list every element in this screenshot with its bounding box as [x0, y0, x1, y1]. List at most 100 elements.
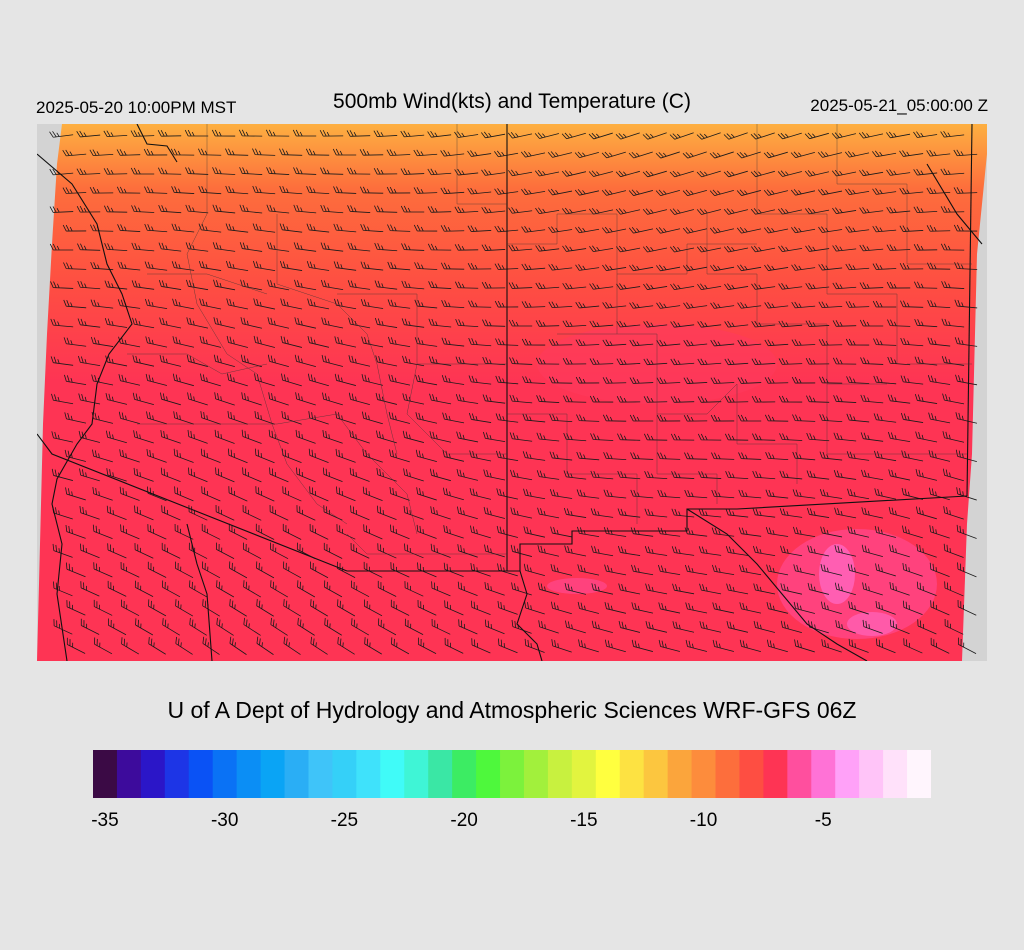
wind-barb	[104, 318, 128, 328]
wind-barb	[737, 302, 762, 309]
wind-barb	[334, 336, 357, 348]
wind-barb	[117, 261, 141, 271]
wind-barb	[334, 373, 356, 386]
wind-barb	[321, 317, 344, 329]
wind-barb	[874, 488, 897, 500]
colorbar-tick-label: -35	[91, 810, 119, 831]
wind-barb	[699, 621, 722, 633]
wind-barb	[225, 185, 249, 195]
wind-barb	[630, 452, 654, 460]
wind-barb	[427, 168, 452, 176]
wind-barb	[133, 467, 154, 482]
wind-barb	[363, 524, 383, 540]
wind-barb	[750, 132, 775, 140]
wind-barb	[198, 185, 222, 195]
colorbar-swatch	[116, 750, 142, 798]
wind-barb	[241, 392, 262, 406]
wind-barb	[269, 504, 289, 521]
wind-barb	[147, 524, 167, 540]
wind-barb	[349, 467, 370, 482]
wind-barb	[51, 468, 73, 481]
wind-barb	[669, 170, 694, 178]
wind-barb	[143, 148, 168, 156]
wind-barb	[658, 602, 681, 614]
wind-barb	[848, 601, 869, 615]
wind-barb	[791, 264, 816, 271]
wind-barb	[833, 395, 857, 403]
wind-barb	[225, 260, 249, 272]
wind-barb	[618, 620, 641, 633]
wind-barb	[861, 469, 884, 481]
wind-barb	[117, 224, 141, 232]
wind-barb	[645, 621, 668, 633]
wind-barb	[53, 619, 73, 635]
wind-barb	[711, 527, 735, 537]
wind-barb	[92, 449, 113, 463]
wind-barb	[131, 242, 155, 252]
wind-barb	[792, 451, 816, 461]
wind-barb	[270, 580, 289, 598]
wind-barb	[158, 279, 182, 290]
wind-barb	[146, 448, 167, 463]
colorbar-swatch	[332, 750, 357, 798]
map-title: 500mb Wind(kts) and Temperature (C)	[333, 90, 691, 113]
wind-barb	[576, 414, 600, 422]
wind-barb	[375, 392, 398, 405]
wind-barb	[188, 467, 208, 483]
wind-barb	[387, 299, 411, 309]
wind-barb	[107, 543, 127, 559]
wind-barb	[296, 542, 316, 559]
wind-barb	[134, 505, 154, 521]
wind-barb	[428, 318, 452, 328]
wind-barb	[917, 619, 937, 635]
wind-barb	[120, 524, 140, 540]
wind-barb	[93, 562, 113, 578]
wind-barb	[536, 395, 560, 403]
wind-barb	[376, 505, 397, 521]
wind-barb	[121, 637, 140, 655]
colorbar-tick-label: -30	[210, 810, 239, 831]
wind-barb	[834, 582, 856, 596]
wind-barb	[147, 561, 167, 578]
wind-barb	[146, 411, 167, 425]
wind-barb	[656, 264, 681, 272]
wind-barb	[940, 168, 965, 176]
wind-barb	[294, 317, 317, 329]
wind-barb	[943, 543, 964, 558]
wind-barb	[416, 487, 437, 501]
wind-barb	[956, 487, 977, 501]
wind-barb	[103, 130, 128, 138]
wind-barb	[49, 206, 74, 213]
wind-barb	[588, 170, 613, 177]
wind-barb	[889, 619, 910, 635]
wind-barb	[550, 601, 572, 615]
wind-barb	[711, 489, 735, 499]
wind-barb	[187, 392, 208, 406]
wind-barb	[389, 449, 410, 463]
wind-barb	[494, 300, 519, 308]
wind-barb	[831, 169, 857, 177]
wind-barb	[563, 395, 587, 403]
wind-barb	[415, 449, 437, 463]
wind-barb	[710, 264, 735, 272]
wind-barb	[226, 298, 249, 310]
wind-barb	[601, 189, 627, 196]
wind-barb	[791, 376, 816, 384]
wind-barb	[575, 264, 600, 271]
wind-barb	[376, 468, 397, 482]
wind-barb	[417, 637, 437, 655]
wind-barb	[671, 546, 695, 556]
wind-barb	[350, 542, 370, 559]
wind-barb	[805, 245, 830, 252]
colorbar-swatch	[667, 750, 693, 798]
wind-barb	[442, 487, 464, 501]
wind-barb	[349, 430, 370, 444]
colorbar-swatch	[236, 750, 262, 798]
wind-barb	[253, 298, 276, 310]
wind-barb	[306, 223, 330, 233]
wind-barb	[534, 169, 560, 177]
wind-barb	[696, 170, 721, 178]
wind-barb	[916, 506, 937, 520]
wind-barb	[336, 524, 356, 540]
wind-barb	[523, 526, 546, 538]
